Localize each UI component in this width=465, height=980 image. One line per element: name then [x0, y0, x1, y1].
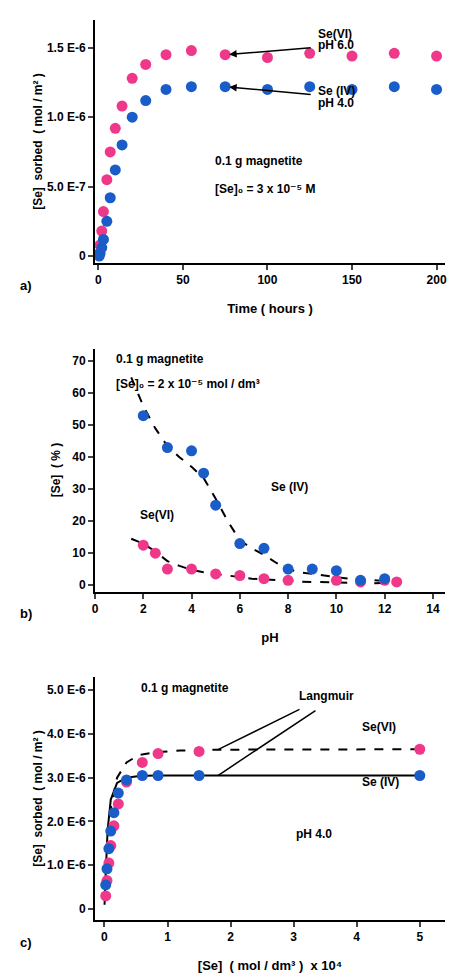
svg-text:0: 0	[92, 602, 99, 616]
svg-text:Se(VI): Se(VI)	[362, 720, 396, 734]
svg-text:12: 12	[378, 602, 392, 616]
svg-text:5.0 E-7: 5.0 E-7	[47, 180, 86, 194]
svg-text:[Se] sorbed ( mol / m² ): [Se] sorbed ( mol / m² )	[31, 730, 45, 867]
svg-text:150: 150	[342, 273, 362, 287]
svg-text:1: 1	[164, 930, 171, 944]
svg-text:40: 40	[72, 450, 86, 464]
svg-text:1.0 E-6: 1.0 E-6	[47, 110, 86, 124]
svg-text:[Se] ( % ): [Se] ( % )	[49, 443, 63, 498]
svg-text:pH 4.0: pH 4.0	[318, 96, 354, 110]
svg-text:pH 6.0: pH 6.0	[318, 38, 354, 52]
svg-text:Se (IV): Se (IV)	[271, 480, 308, 494]
svg-text:8: 8	[285, 602, 292, 616]
svg-text:Se(VI): Se(VI)	[318, 27, 352, 41]
svg-text:Langmuir: Langmuir	[299, 689, 354, 703]
svg-text:100: 100	[257, 273, 277, 287]
svg-text:pH 4.0: pH 4.0	[296, 827, 332, 841]
svg-text:50: 50	[72, 418, 86, 432]
svg-text:3.0 E-6: 3.0 E-6	[47, 771, 86, 785]
svg-text:2.0 E-6: 2.0 E-6	[47, 815, 86, 829]
svg-text:4.0 E-6: 4.0 E-6	[47, 727, 86, 741]
svg-text:0: 0	[79, 249, 86, 263]
svg-text:a): a)	[20, 278, 32, 293]
svg-text:[Se]₀ = 3 x 10⁻⁵ M: [Se]₀ = 3 x 10⁻⁵ M	[215, 182, 315, 196]
svg-text:pH: pH	[261, 630, 278, 645]
svg-text:4: 4	[188, 602, 195, 616]
svg-text:50: 50	[176, 273, 190, 287]
svg-text:0: 0	[95, 273, 102, 287]
svg-text:Time ( hours ): Time ( hours )	[227, 301, 313, 316]
svg-text:200: 200	[427, 273, 447, 287]
svg-text:5: 5	[416, 930, 423, 944]
svg-text:2: 2	[140, 602, 147, 616]
svg-text:c): c)	[20, 935, 32, 950]
svg-text:1.5 E-6: 1.5 E-6	[47, 41, 86, 55]
svg-text:[Se]₀ = 2 x 10⁻⁵ mol / dm³: [Se]₀ = 2 x 10⁻⁵ mol / dm³	[116, 377, 260, 391]
svg-text:6: 6	[236, 602, 243, 616]
svg-text:Se (IV): Se (IV)	[318, 84, 355, 98]
svg-text:20: 20	[72, 514, 86, 528]
svg-text:30: 30	[72, 482, 86, 496]
svg-text:0.1 g magnetite: 0.1 g magnetite	[116, 352, 204, 366]
svg-text:10: 10	[72, 546, 86, 560]
svg-text:14: 14	[426, 602, 440, 616]
svg-text:1.0 E-6: 1.0 E-6	[47, 858, 86, 872]
svg-text:4: 4	[353, 930, 360, 944]
svg-text:0: 0	[101, 930, 108, 944]
svg-text:2: 2	[227, 930, 234, 944]
svg-text:0: 0	[79, 578, 86, 592]
svg-text:10: 10	[330, 602, 344, 616]
svg-text:0: 0	[79, 902, 86, 916]
svg-text:70: 70	[72, 354, 86, 368]
svg-text:3: 3	[290, 930, 297, 944]
svg-text:Se (IV): Se (IV)	[362, 775, 399, 789]
svg-text:[Se] ( mol / dm³ ) x 10⁴: [Se] ( mol / dm³ ) x 10⁴	[198, 958, 342, 973]
svg-text:5.0 E-6: 5.0 E-6	[47, 683, 86, 697]
svg-text:Se(VI): Se(VI)	[140, 508, 174, 522]
svg-text:[Se] sorbed ( mol / m² ): [Se] sorbed ( mol / m² )	[31, 73, 45, 210]
svg-text:0.1 g magnetite: 0.1 g magnetite	[141, 681, 229, 695]
svg-text:0.1 g magnetite: 0.1 g magnetite	[215, 154, 303, 168]
svg-text:60: 60	[72, 386, 86, 400]
svg-text:b): b)	[20, 606, 32, 621]
